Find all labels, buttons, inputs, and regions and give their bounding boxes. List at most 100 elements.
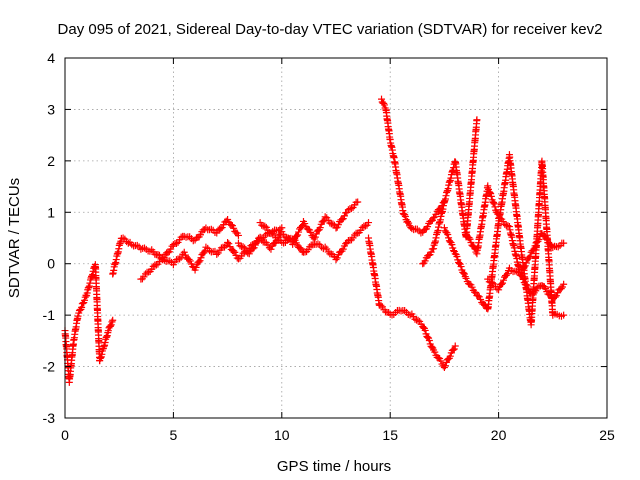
data-point-marker	[520, 263, 528, 271]
data-point-marker	[487, 192, 495, 200]
data-point-marker	[437, 357, 445, 365]
data-point-marker	[321, 213, 329, 221]
data-point-marker	[213, 250, 221, 258]
data-point-marker	[503, 270, 511, 278]
data-point-marker	[455, 259, 463, 267]
data-point-marker	[557, 285, 565, 293]
data-point-marker	[484, 182, 492, 190]
data-series	[61, 95, 568, 386]
data-point-marker	[332, 255, 340, 263]
data-point-marker	[449, 346, 457, 354]
data-point-marker	[380, 101, 388, 109]
data-point-marker	[301, 220, 309, 228]
data-point-marker	[522, 259, 530, 267]
series-sat-a	[61, 261, 117, 386]
data-point-marker	[107, 322, 115, 330]
data-point-marker	[540, 232, 548, 240]
data-point-marker	[157, 255, 165, 263]
data-point-marker	[104, 327, 112, 335]
data-point-marker	[462, 274, 470, 282]
data-point-marker	[176, 255, 184, 263]
data-point-marker	[231, 248, 239, 256]
data-point-marker	[530, 245, 538, 253]
y-tick-label: 2	[47, 153, 55, 169]
data-point-marker	[477, 295, 485, 303]
data-point-marker	[517, 271, 525, 279]
data-point-marker	[81, 296, 89, 304]
data-point-marker	[361, 222, 369, 230]
data-point-marker	[185, 255, 193, 263]
series-sat-e	[256, 219, 373, 263]
data-point-marker	[261, 222, 269, 230]
x-tick-label: 5	[170, 427, 178, 443]
data-point-marker	[295, 228, 303, 236]
data-point-marker	[490, 200, 498, 208]
data-point-marker	[444, 231, 452, 239]
x-tick-label: 0	[61, 427, 69, 443]
data-point-marker	[154, 250, 162, 258]
data-point-marker	[451, 342, 459, 350]
y-tick-label: 4	[47, 50, 55, 66]
data-point-marker	[432, 210, 440, 218]
data-point-marker	[109, 316, 117, 324]
data-point-marker	[542, 285, 550, 293]
data-point-marker	[450, 345, 458, 353]
data-point-marker	[462, 229, 470, 237]
data-point-marker	[269, 229, 277, 237]
data-point-marker	[473, 116, 481, 124]
data-point-marker	[307, 228, 315, 236]
data-point-marker	[431, 348, 439, 356]
chart-title: Day 095 of 2021, Sidereal Day-to-day VTE…	[58, 21, 603, 38]
data-point-marker	[354, 198, 362, 206]
data-point-marker	[490, 199, 498, 207]
data-point-marker	[529, 246, 537, 254]
series-sat-k	[484, 264, 568, 303]
data-point-marker	[526, 252, 534, 260]
data-point-marker	[466, 235, 474, 243]
data-point-marker	[493, 209, 501, 217]
data-point-marker	[495, 286, 503, 294]
data-point-marker	[465, 234, 473, 242]
y-tick-label: 0	[47, 256, 55, 272]
data-point-marker	[485, 278, 493, 286]
plot-frame	[64, 57, 608, 419]
data-point-marker	[169, 241, 177, 249]
series-sat-j	[462, 182, 568, 279]
data-point-marker	[230, 247, 238, 255]
y-axis-label: SDTVAR / TECUs	[6, 178, 23, 298]
data-point-marker	[519, 275, 527, 283]
data-point-marker	[249, 245, 257, 253]
series-sat-g	[365, 234, 459, 371]
data-point-marker	[164, 249, 172, 257]
data-point-marker	[501, 220, 509, 228]
data-point-marker	[107, 321, 115, 329]
data-point-marker	[427, 342, 435, 350]
data-point-marker	[457, 263, 465, 271]
data-point-marker	[230, 224, 238, 232]
data-point-marker	[421, 326, 429, 334]
data-point-marker	[560, 280, 568, 288]
data-point-marker	[453, 252, 461, 260]
data-point-marker	[326, 219, 334, 227]
data-point-marker	[446, 352, 454, 360]
data-point-marker	[523, 282, 531, 290]
data-point-marker	[380, 99, 388, 107]
data-point-marker	[224, 215, 232, 223]
data-point-marker	[334, 221, 342, 229]
data-point-marker	[494, 210, 502, 218]
data-point-marker	[292, 239, 300, 247]
data-point-marker	[197, 254, 205, 262]
data-point-marker	[421, 257, 429, 265]
x-tick-label: 25	[599, 427, 615, 443]
data-point-marker	[455, 259, 463, 267]
data-point-marker	[197, 231, 204, 239]
data-point-marker	[474, 292, 482, 300]
data-point-marker	[502, 271, 510, 279]
data-point-marker	[236, 242, 244, 250]
data-point-marker	[504, 222, 512, 230]
data-point-marker	[172, 240, 180, 248]
data-point-marker	[498, 280, 506, 288]
data-point-marker	[401, 307, 409, 315]
data-point-marker	[441, 362, 449, 370]
